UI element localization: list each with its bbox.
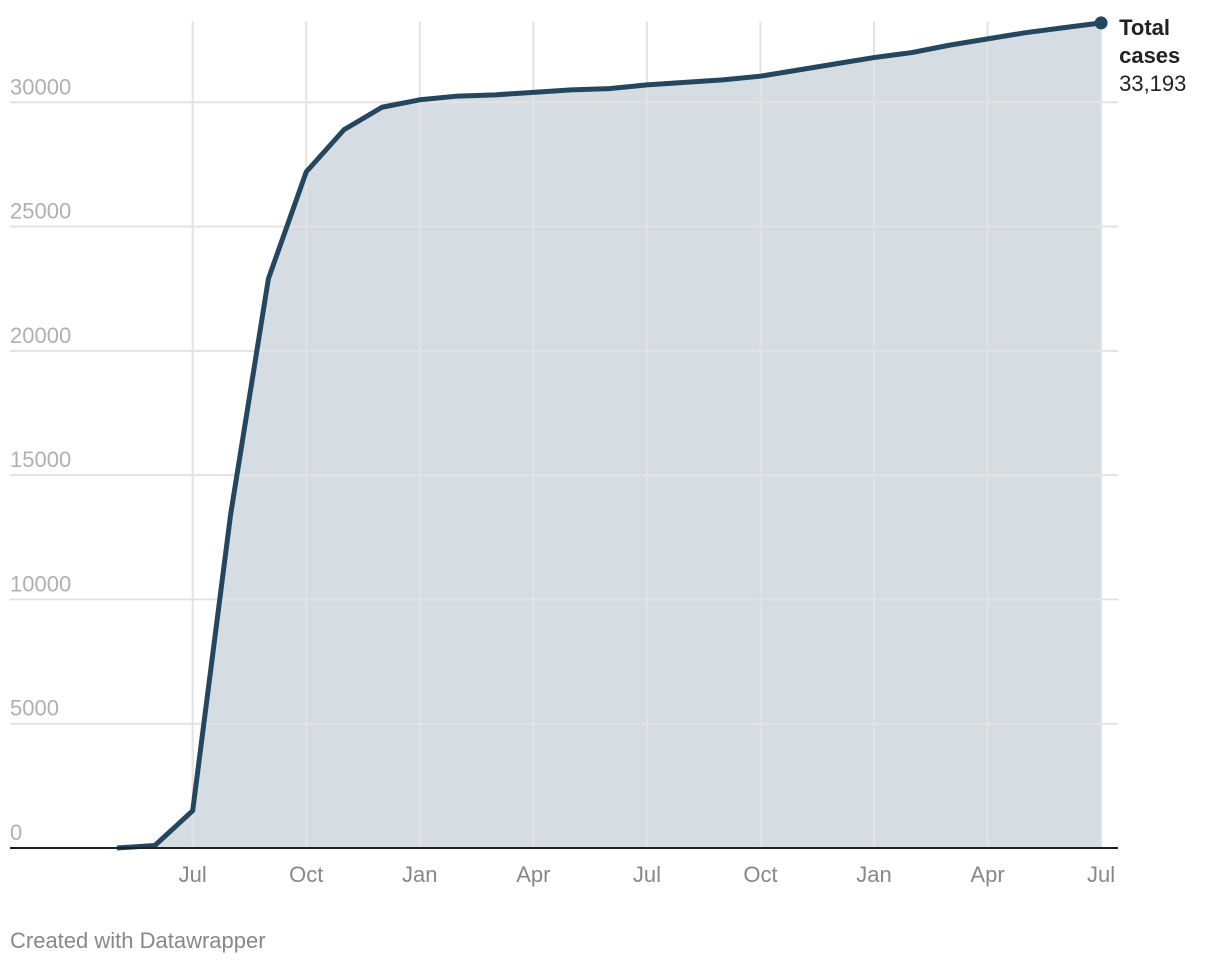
line	[116, 20, 1102, 851]
x-tick-label: Jul	[179, 862, 207, 887]
series-label: Total cases	[1119, 15, 1180, 68]
area	[117, 22, 1102, 848]
value-label: 33,193	[1119, 71, 1186, 96]
y-tick-label: 25000	[10, 199, 71, 224]
y-tick-label: 0	[10, 820, 22, 845]
x-tick-label: Jan	[402, 862, 437, 887]
series-label-word: Total	[1119, 15, 1170, 40]
x-tick-label: Apr	[970, 862, 1004, 887]
end-dot	[1094, 16, 1108, 30]
x-tick-label: Oct	[289, 862, 323, 887]
y-tick-label: 15000	[10, 447, 71, 472]
footer: Created with Datawrapper	[10, 928, 266, 953]
x-tick-label: Jul	[1087, 862, 1115, 887]
y-tick-label: 20000	[10, 323, 71, 348]
x-tick-label: Jul	[633, 862, 661, 887]
x-tick-label: Jan	[856, 862, 891, 887]
x-tick-label: Oct	[743, 862, 777, 887]
y-tick-label: 10000	[10, 571, 71, 596]
x-tick-label: Apr	[516, 862, 550, 887]
series-label-word: cases	[1119, 43, 1180, 68]
y-tick-label: 5000	[10, 696, 59, 721]
y-tick-label: 30000	[10, 74, 71, 99]
